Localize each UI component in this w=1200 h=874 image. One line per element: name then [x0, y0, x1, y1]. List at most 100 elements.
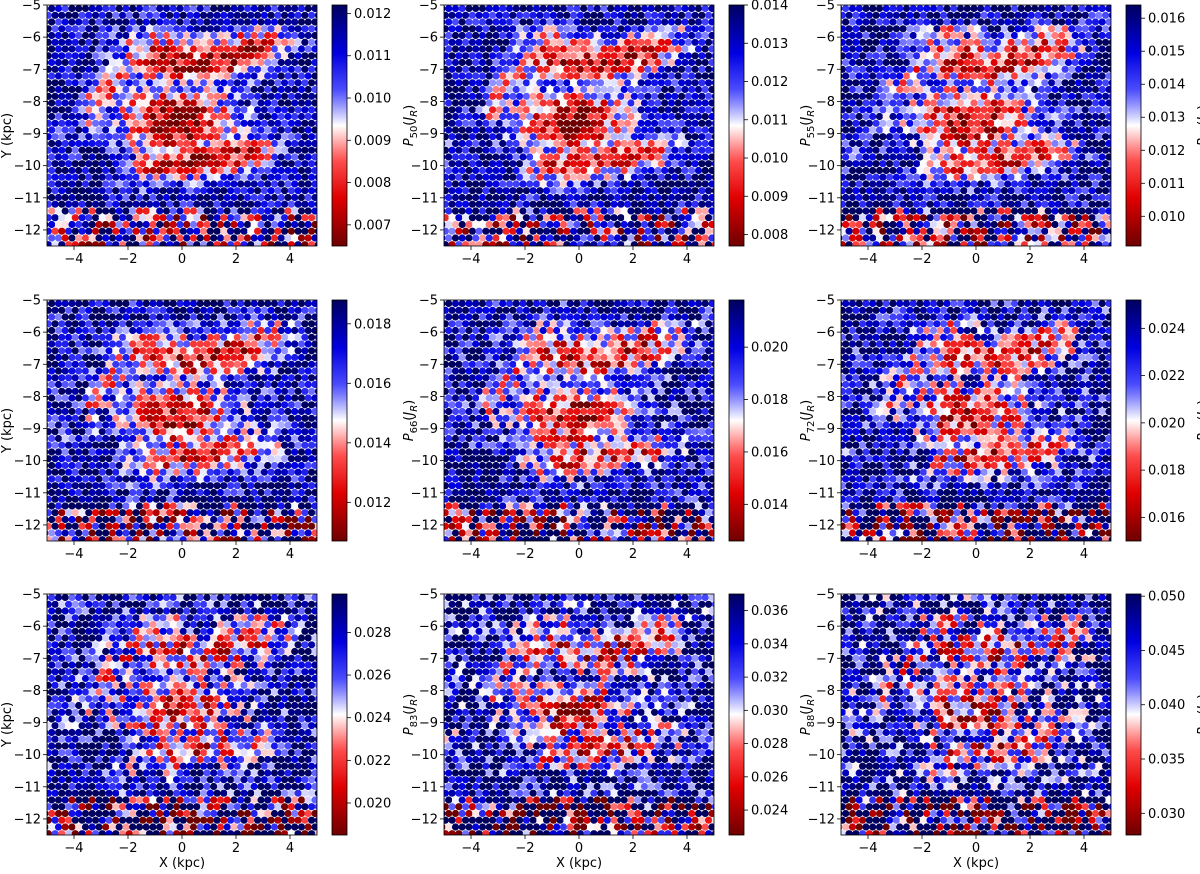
- colorbar-tick-label: 0.022: [1148, 369, 1185, 384]
- colorbar-tick-label: 0.013: [751, 37, 788, 52]
- colorbar-tick-label: 0.008: [354, 176, 391, 191]
- colorbar-tick-label: 0.012: [1148, 144, 1185, 159]
- x-tick-label: 4: [1080, 841, 1088, 856]
- colorbar-label: P72(JR): [799, 400, 817, 442]
- colorbar-tick-label: 0.011: [354, 49, 391, 64]
- y-tick-label: −9: [419, 716, 438, 731]
- y-tick-label: −7: [816, 358, 835, 373]
- colorbar-tick-label: 0.018: [1148, 464, 1185, 479]
- y-tick-label: −12: [411, 812, 438, 827]
- x-tick-label: 2: [629, 841, 637, 856]
- y-tick-label: −6: [22, 31, 41, 46]
- x-axis-label: X (kpc): [556, 856, 602, 871]
- x-tick-label: 4: [1080, 252, 1088, 267]
- y-tick-label: −10: [411, 748, 438, 763]
- colorbar-tick-label: 0.010: [1148, 210, 1185, 225]
- hexbin-cells: [444, 594, 714, 835]
- x-tick-label: −2: [515, 841, 534, 856]
- y-tick-label: −7: [816, 652, 835, 667]
- x-tick-label: 4: [286, 841, 294, 856]
- y-tick-label: −6: [22, 620, 41, 635]
- y-tick-label: −6: [419, 31, 438, 46]
- y-tick-label: −6: [22, 326, 41, 341]
- colorbar-tick-label: 0.009: [354, 134, 391, 149]
- colorbar-tick-label: 0.036: [751, 604, 788, 619]
- colorbar-tick-label: 0.016: [1148, 12, 1185, 27]
- y-tick-label: −10: [808, 748, 835, 763]
- y-tick-label: −5: [419, 294, 438, 309]
- y-tick-label: −11: [14, 780, 41, 795]
- y-tick-label: −12: [14, 812, 41, 827]
- y-tick-label: −9: [816, 127, 835, 142]
- y-tick-label: −9: [816, 422, 835, 437]
- colorbar-tick-label: 0.020: [751, 341, 788, 356]
- x-tick-label: −2: [515, 252, 534, 267]
- axes-frame: [443, 4, 715, 247]
- colorbar: [331, 299, 348, 542]
- y-tick-label: −12: [14, 223, 41, 238]
- y-tick-label: −9: [22, 127, 41, 142]
- y-tick-label: −8: [419, 95, 438, 110]
- y-tick-label: −11: [411, 191, 438, 206]
- x-axis-label: X (kpc): [159, 856, 205, 871]
- y-tick-label: −7: [419, 358, 438, 373]
- colorbar-label: P55(JR): [799, 105, 817, 147]
- hexbin-cells: [444, 300, 714, 541]
- x-tick-label: −4: [461, 841, 480, 856]
- colorbar: [728, 299, 745, 542]
- y-tick-label: −8: [22, 684, 41, 699]
- hexbin-cells: [47, 594, 317, 835]
- axes-frame: [840, 4, 1112, 247]
- colorbar-tick-label: 0.026: [751, 770, 788, 785]
- x-tick-label: 0: [972, 841, 980, 856]
- colorbar-tick-label: 0.040: [1148, 698, 1185, 713]
- y-tick-label: −9: [816, 716, 835, 731]
- x-tick-label: −4: [64, 252, 83, 267]
- x-tick-label: −4: [858, 252, 877, 267]
- y-tick-label: −8: [22, 390, 41, 405]
- x-tick-label: −2: [912, 252, 931, 267]
- colorbar-label: P88(JR): [799, 694, 817, 736]
- x-tick-label: 4: [683, 547, 691, 562]
- y-tick-label: −5: [816, 0, 835, 14]
- y-tick-label: −10: [411, 454, 438, 469]
- colorbar-tick-label: 0.013: [1148, 111, 1185, 126]
- colorbar-tick-label: 0.014: [1148, 78, 1185, 93]
- hexbin-cells: [841, 300, 1111, 541]
- y-tick-label: −5: [419, 588, 438, 603]
- y-tick-label: −11: [14, 191, 41, 206]
- hexbin-cells: [444, 5, 714, 246]
- colorbar: [1125, 4, 1142, 247]
- y-tick-label: −11: [808, 486, 835, 501]
- colorbar: [331, 4, 348, 247]
- y-tick-label: −8: [816, 390, 835, 405]
- colorbar-label: P66(JR): [402, 400, 420, 442]
- x-tick-label: 0: [178, 252, 186, 267]
- axes-frame: [46, 4, 318, 247]
- y-tick-label: −5: [419, 0, 438, 14]
- y-tick-label: −5: [22, 588, 41, 603]
- y-tick-label: −5: [22, 0, 41, 14]
- hexbin-cells: [841, 594, 1111, 835]
- colorbar-tick-label: 0.015: [1148, 45, 1185, 60]
- x-tick-label: 2: [232, 841, 240, 856]
- y-tick-label: −10: [14, 748, 41, 763]
- y-tick-label: −12: [14, 518, 41, 533]
- colorbar-tick-label: 0.018: [751, 393, 788, 408]
- colorbar-tick-label: 0.020: [354, 797, 391, 812]
- colorbar-tick-label: 0.018: [354, 317, 391, 332]
- colorbar-tick-label: 0.012: [751, 75, 788, 90]
- colorbar-tick-label: 0.032: [751, 671, 788, 686]
- axes-frame: [840, 299, 1112, 542]
- colorbar-tick-label: 0.030: [751, 704, 788, 719]
- y-tick-label: −10: [808, 159, 835, 174]
- colorbar-tick-label: 0.045: [1148, 644, 1185, 659]
- x-tick-label: 0: [575, 547, 583, 562]
- x-tick-label: −4: [858, 547, 877, 562]
- colorbar: [331, 593, 348, 836]
- y-tick-label: −11: [808, 191, 835, 206]
